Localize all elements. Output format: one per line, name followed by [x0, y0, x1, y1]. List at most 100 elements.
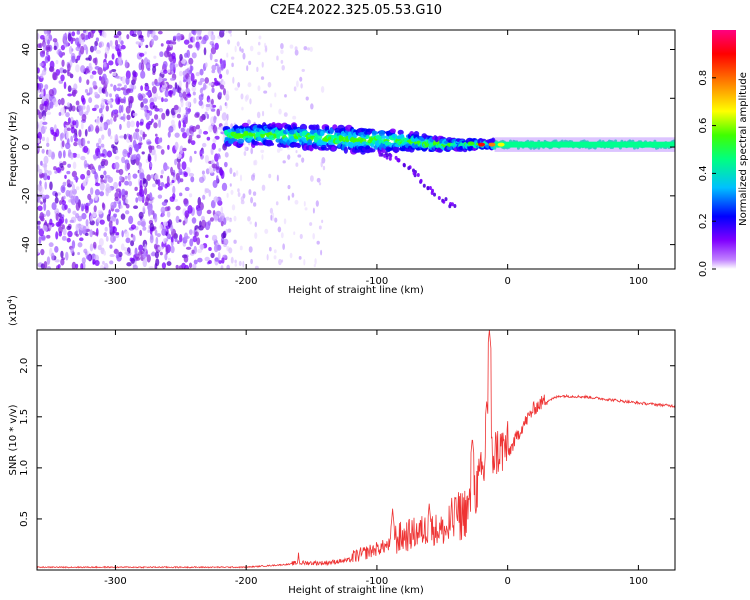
spectrogram-cell	[63, 128, 67, 134]
spectrogram-cell	[378, 130, 385, 137]
spectrogram-x-label: Height of straight line (km)	[288, 285, 424, 296]
spectrogram-cell	[188, 69, 193, 75]
spectrogram-cell	[191, 86, 197, 92]
spectrogram-cell	[103, 170, 107, 176]
spectrogram-cell	[135, 131, 140, 141]
spectrogram-cell	[94, 57, 98, 66]
spectrogram-cell	[45, 209, 51, 217]
spectrogram-cell	[150, 145, 155, 150]
spectrogram-cell	[383, 139, 390, 143]
spectrogram-cell	[241, 48, 244, 53]
spectrogram-cell	[269, 103, 273, 108]
spectrogram-cell	[95, 125, 100, 134]
spectrogram-cell	[320, 161, 323, 168]
spectrogram-cell	[134, 186, 138, 191]
spectrogram-cell	[81, 212, 87, 220]
spectrogram-cell	[60, 250, 64, 259]
spectrogram-cell	[102, 203, 106, 211]
spectrogram-cell	[236, 41, 240, 47]
spectrogram-cell	[151, 86, 157, 94]
spectrogram-cell	[170, 77, 175, 81]
spectrogram-cell	[240, 93, 244, 100]
spectrogram-cell	[225, 216, 230, 221]
spectrogram-cell	[190, 140, 196, 146]
spectrogram-cell	[122, 113, 126, 122]
spectrogram-cell	[177, 161, 181, 170]
spectrogram-cell	[99, 219, 105, 225]
spectrogram-cell	[219, 30, 226, 33]
spectrogram-cell	[97, 209, 103, 215]
spectrogram-cell	[72, 195, 77, 202]
spectrogram-cell	[281, 259, 284, 263]
spectrogram-cell	[218, 217, 223, 223]
spectrogram-cell	[167, 257, 171, 262]
spectrogram-cell	[180, 127, 185, 133]
spectrogram-cell	[139, 229, 143, 236]
spectrogram-cell	[120, 205, 123, 209]
spectrogram-cell	[162, 78, 168, 82]
spectrogram-cell	[260, 149, 265, 153]
spectrogram-cell	[86, 104, 91, 113]
spectrogram-cell	[160, 149, 165, 155]
spectrogram-cell	[320, 130, 325, 135]
spectrogram-cell	[59, 163, 64, 169]
spectrogram-cell	[313, 264, 316, 268]
spectrogram-cell	[209, 52, 213, 61]
spectrogram-cell	[118, 181, 122, 187]
spectrogram-cell	[40, 248, 45, 256]
spectrogram-cell	[37, 32, 40, 40]
spectrogram-cell	[159, 51, 164, 58]
spectrogram-cell	[144, 202, 149, 207]
spectrogram-cell	[304, 207, 308, 211]
spectrogram-cell	[105, 235, 109, 242]
spectrogram-cell	[46, 136, 50, 144]
spectrogram-cell	[54, 101, 59, 108]
spectrogram-cell	[154, 229, 158, 236]
spectrogram-cell	[63, 81, 67, 90]
spectrogram-cell	[177, 240, 180, 245]
spectrogram-cell	[103, 250, 106, 256]
spectrogram-cell	[132, 234, 136, 243]
spectrogram-cell	[234, 263, 238, 267]
spectrogram-cell	[87, 140, 90, 144]
spectrogram-cell	[120, 243, 125, 251]
spectrogram-cell	[218, 260, 222, 264]
spectrogram-cell	[61, 235, 67, 241]
spectrogram-cell	[179, 145, 184, 155]
spectrogram-cell	[278, 258, 282, 266]
spectrogram-cell	[228, 247, 233, 254]
spectrogram-cell	[174, 141, 179, 151]
spectrogram-cell	[191, 217, 197, 224]
spectrogram-cell	[258, 35, 262, 40]
spectrogram-cell	[223, 217, 227, 226]
spectrogram-cell	[123, 96, 127, 104]
spectrogram-cell	[155, 258, 160, 267]
spectrogram-cell	[58, 212, 62, 218]
spectrogram-cell	[114, 162, 120, 170]
spectrogram-cell	[62, 228, 67, 236]
spectrogram-cell	[201, 215, 206, 222]
spectrogram-cell	[71, 105, 76, 112]
spectrogram-cell	[53, 124, 57, 132]
spectrogram-cell	[287, 185, 291, 190]
spectrogram-cell	[381, 135, 386, 139]
spectrogram-cell	[109, 40, 113, 47]
spectrogram-cell	[87, 193, 92, 201]
spectrogram-cell	[202, 194, 206, 200]
spectrogram-cell	[37, 144, 40, 151]
spectrogram-cell	[225, 102, 228, 109]
spectrogram-cell	[190, 176, 195, 183]
spectrogram-cell	[64, 204, 68, 210]
colorbar-tick-label: 0.0	[698, 261, 709, 277]
spectrogram-cell	[129, 257, 134, 262]
spectrogram-cell	[195, 72, 200, 77]
spectrogram-cell	[94, 193, 98, 201]
spectrogram-cell	[38, 89, 41, 94]
spectrogram-cell	[65, 251, 69, 261]
spectrogram-cell	[247, 82, 252, 88]
spectrogram-cell	[175, 264, 179, 269]
spectrogram-cell	[270, 142, 275, 146]
spectrogram-cell	[52, 72, 58, 81]
spectrogram-cell	[295, 150, 298, 154]
spectrogram-cell	[210, 108, 216, 112]
